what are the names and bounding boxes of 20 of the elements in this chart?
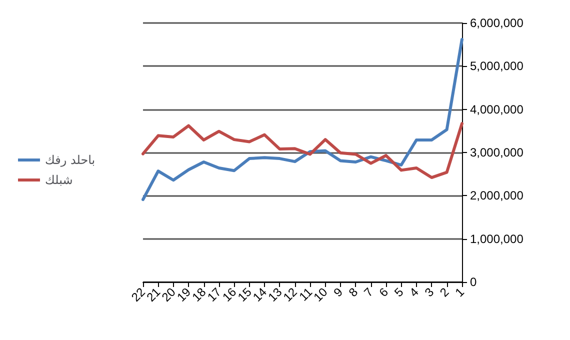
- x-tick-label: 7: [361, 284, 376, 300]
- x-tick-label: 8: [346, 284, 361, 300]
- x-tick-label: 2: [437, 284, 452, 300]
- legend-label: باحلد رفك: [45, 153, 96, 167]
- x-tick-label: 4: [406, 284, 422, 300]
- x-tick-label: 5: [392, 284, 406, 300]
- y-tick-label: 1,000,000: [470, 232, 524, 246]
- line-series: [142, 122, 464, 180]
- x-tick-label: 1: [452, 284, 468, 300]
- x-tick-label: 9: [330, 284, 346, 300]
- line-series: [142, 38, 464, 202]
- y-tick-label: 3,000,000: [470, 146, 524, 160]
- x-tick-label: 6: [376, 284, 392, 300]
- y-tick-label: 5,000,000: [470, 59, 524, 74]
- y-tick-label: 6,000,000: [470, 16, 524, 30]
- y-tick-label: 0: [470, 275, 477, 289]
- y-tick-label: 4,000,000: [470, 102, 524, 116]
- legend-label: شبلك: [45, 173, 73, 187]
- x-tick-label: 3: [422, 284, 437, 300]
- y-tick-label: 2,000,000: [470, 188, 524, 203]
